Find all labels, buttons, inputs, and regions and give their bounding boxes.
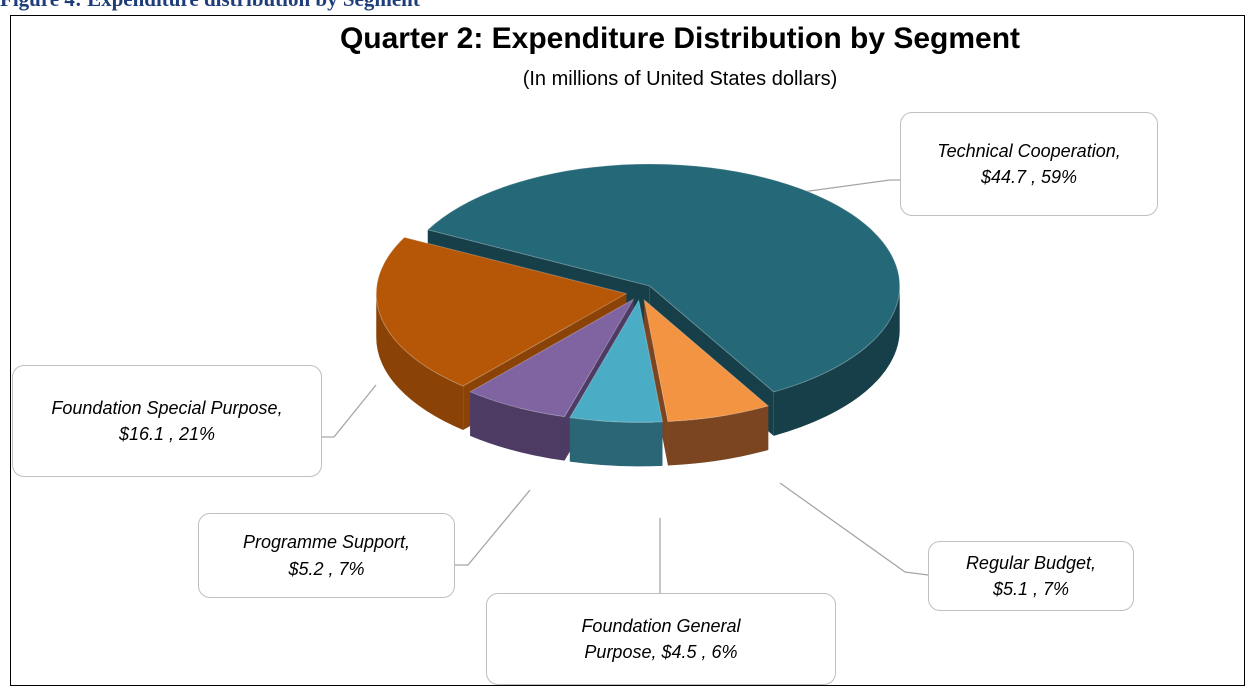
label-values: $16.1 , 21%: [118, 424, 216, 444]
data-label: Foundation General Purpose, $4.5 , 6%: [486, 593, 836, 685]
slice-outer-wall: [773, 285, 900, 436]
slice-outer-wall: [470, 391, 565, 461]
data-label: Technical Cooperation, $44.7 , 59%: [900, 112, 1158, 216]
slice: [569, 298, 664, 467]
data-label-text: Regular Budget, $5.1 , 7%: [965, 552, 1097, 599]
leader-line: [779, 179, 900, 196]
label-part: $16.1: [118, 424, 164, 444]
data-label-text: Programme Support, $5.2 , 7%: [242, 532, 411, 579]
label-part: $44.7: [980, 167, 1026, 187]
label-part: Regular Budget: [965, 552, 1092, 573]
label-part: Technical Cooperation: [937, 140, 1116, 161]
label-part: 6%: [711, 642, 738, 662]
slice-top: [426, 163, 901, 393]
slice-outer-wall: [569, 417, 663, 467]
data-label-text: Foundation Special Purpose, $16.1 , 21%: [51, 397, 283, 444]
leader-line: [455, 489, 531, 566]
label-part: Foundation General Purpose: [581, 615, 741, 662]
data-label: Programme Support, $5.2 , 7%: [198, 513, 455, 598]
slice-top: [569, 298, 664, 423]
leader-line: [322, 384, 377, 438]
leader-line: [779, 482, 929, 576]
slice-top: [643, 298, 770, 422]
data-label: Regular Budget, $5.1 , 7%: [928, 541, 1134, 611]
label-part: $5.1: [992, 579, 1028, 599]
chart-subtitle: (In millions of United States dollars): [523, 68, 838, 90]
label-values: $5.1 , 7%: [992, 579, 1070, 599]
chart-frame: [10, 15, 1245, 686]
label-part: $4.5: [661, 642, 697, 662]
label-part: 7%: [338, 558, 365, 579]
data-label-text: Foundation General Purpose, $4.5 , 6%: [581, 615, 741, 662]
label-part: Foundation Special Purpose: [51, 397, 278, 418]
figure-caption: Figure 4: Expenditure distribution by Se…: [0, 0, 420, 12]
label-part: $5.2: [288, 558, 324, 579]
data-label: Foundation Special Purpose, $16.1 , 21%: [12, 365, 322, 477]
label-part: 59%: [1041, 167, 1078, 187]
label-values: $4.5 , 6%: [661, 642, 738, 662]
slice: [643, 298, 770, 466]
label-part: Programme Support: [242, 532, 406, 553]
label-values: $5.2 , 7%: [288, 558, 365, 579]
slice-top: [469, 298, 635, 418]
slice-top: [375, 236, 628, 387]
label-part: 21%: [179, 424, 216, 444]
slice-outer-wall: [667, 405, 769, 466]
label-values: $44.7 , 59%: [980, 167, 1078, 187]
leader-lines: [322, 179, 929, 593]
pie: [375, 163, 901, 467]
chart-title: Quarter 2: Expenditure Distribution by S…: [340, 22, 1020, 55]
data-label-text: Technical Cooperation, $44.7 , 59%: [937, 140, 1121, 187]
label-part: 7%: [1043, 579, 1070, 599]
slice-outer-wall: [376, 293, 464, 431]
